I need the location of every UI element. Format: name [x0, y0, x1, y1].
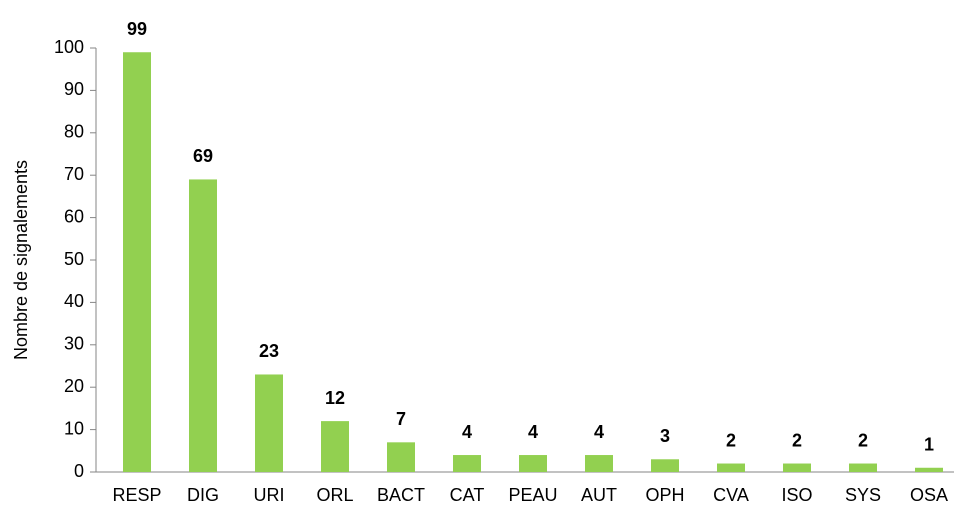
- value-label: 4: [462, 422, 472, 442]
- x-tick-label: BACT: [377, 485, 425, 505]
- x-tick-label: PEAU: [508, 485, 557, 505]
- value-label: 4: [594, 422, 604, 442]
- value-label: 2: [792, 430, 802, 450]
- value-label: 3: [660, 426, 670, 446]
- value-label: 2: [726, 430, 736, 450]
- bar: [387, 442, 415, 472]
- bar: [321, 421, 349, 472]
- value-label: 99: [127, 19, 147, 39]
- bar: [519, 455, 547, 472]
- x-tick-label: OPH: [645, 485, 684, 505]
- value-label: 1: [924, 435, 934, 455]
- x-tick-label: OSA: [910, 485, 948, 505]
- value-label: 12: [325, 388, 345, 408]
- bar: [717, 463, 745, 472]
- bar: [651, 459, 679, 472]
- value-label: 2: [858, 430, 868, 450]
- bar: [849, 463, 877, 472]
- x-tick-label: ISO: [781, 485, 812, 505]
- x-tick-label: SYS: [845, 485, 881, 505]
- value-label: 4: [528, 422, 538, 442]
- y-tick-label: 100: [54, 37, 84, 57]
- y-tick-label: 70: [64, 164, 84, 184]
- y-tick-label: 90: [64, 79, 84, 99]
- bar: [915, 467, 943, 472]
- y-tick-label: 30: [64, 334, 84, 354]
- bar: [453, 455, 481, 472]
- x-tick-label: URI: [254, 485, 285, 505]
- y-tick-label: 40: [64, 291, 84, 311]
- x-tick-label: ORL: [316, 485, 353, 505]
- x-tick-label: CAT: [450, 485, 485, 505]
- bar: [123, 52, 151, 473]
- value-label: 23: [259, 341, 279, 361]
- value-label: 69: [193, 146, 213, 166]
- y-tick-label: 50: [64, 249, 84, 269]
- x-tick-label: RESP: [112, 485, 161, 505]
- bar: [255, 374, 283, 472]
- bar: [585, 455, 613, 472]
- y-tick-label: 60: [64, 206, 84, 226]
- x-tick-label: DIG: [187, 485, 219, 505]
- value-label: 7: [396, 409, 406, 429]
- y-axis-label: Nombre de signalements: [11, 160, 31, 360]
- bar: [783, 463, 811, 472]
- y-tick-label: 20: [64, 376, 84, 396]
- y-tick-label: 10: [64, 418, 84, 438]
- x-tick-label: CVA: [713, 485, 749, 505]
- y-tick-label: 0: [74, 461, 84, 481]
- y-tick-label: 80: [64, 122, 84, 142]
- bar: [189, 179, 217, 472]
- x-tick-label: AUT: [581, 485, 617, 505]
